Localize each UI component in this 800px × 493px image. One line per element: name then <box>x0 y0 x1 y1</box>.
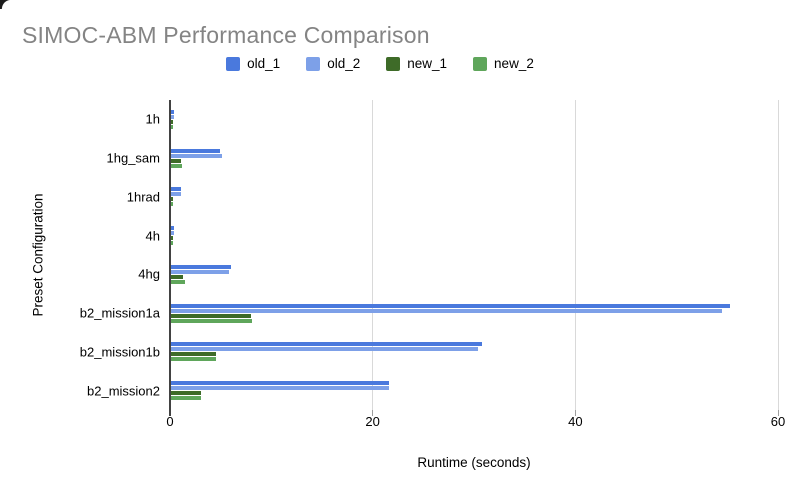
x-tick-label-0: 0 <box>166 414 174 429</box>
bar-old_2-b2_mission1a <box>171 308 723 313</box>
category-label-b2_mission2: b2_mission2 <box>87 383 160 399</box>
bar-old_2-1hrad <box>171 192 182 197</box>
bar-new_2-b2_mission2 <box>171 396 202 401</box>
category-label-1h: 1h <box>145 111 160 127</box>
bar-old_2-b2_mission1b <box>171 347 479 352</box>
bar-new_2-b2_mission1a <box>171 318 253 323</box>
tick-mark-20 <box>372 410 374 416</box>
category-label-4h: 4h <box>145 228 160 244</box>
legend-swatch-new_2 <box>473 56 488 71</box>
y-axis-line <box>169 100 171 416</box>
tick-mark-60 <box>777 410 779 416</box>
bar-new_2-1hrad <box>171 202 174 207</box>
bar-new_1-4hg <box>171 274 184 279</box>
bar-new_2-1h <box>171 124 173 129</box>
legend-label-new_2: new_2 <box>494 56 534 71</box>
bar-old_1-1h <box>171 109 175 114</box>
bar-new_1-1hrad <box>171 197 174 202</box>
category-label-4hg: 4hg <box>138 266 160 282</box>
category-label-1hg_sam: 1hg_sam <box>106 150 160 166</box>
bar-new_1-b2_mission1a <box>171 313 252 318</box>
gridline-20 <box>372 100 374 410</box>
chart-legend: old_1 old_2 new_1 new_2 <box>0 56 760 71</box>
legend-swatch-old_1 <box>226 56 241 71</box>
bar-new_1-b2_mission2 <box>171 391 202 396</box>
bar-old_1-b2_mission1a <box>171 303 731 308</box>
window-corner-artifact <box>0 0 11 9</box>
legend-item-old_1: old_1 <box>226 56 280 71</box>
tick-mark-40 <box>574 410 576 416</box>
bar-old_1-4hg <box>171 264 231 269</box>
category-label-b2_mission1b: b2_mission1b <box>79 344 160 360</box>
x-tick-label-20: 20 <box>365 414 380 429</box>
legend-label-old_1: old_1 <box>247 56 281 71</box>
bar-old_2-1hg_sam <box>171 153 222 158</box>
bar-old_1-b2_mission2 <box>171 381 389 386</box>
category-label-1hrad: 1hrad <box>126 189 160 205</box>
bar-old_2-1h <box>171 114 175 119</box>
bar-new_2-1hg_sam <box>171 163 183 168</box>
gridline-40 <box>574 100 576 410</box>
bar-new_2-4h <box>171 241 173 246</box>
legend-item-new_1: new_1 <box>386 56 447 71</box>
bar-old_2-b2_mission2 <box>171 386 389 391</box>
gridline-60 <box>777 100 779 410</box>
legend-item-new_2: new_2 <box>473 56 534 71</box>
bar-old_1-1hrad <box>171 187 182 192</box>
category-label-b2_mission1a: b2_mission1a <box>79 305 160 321</box>
bar-new_1-1h <box>171 119 173 124</box>
bar-old_2-4hg <box>171 269 229 274</box>
legend-label-old_2: old_2 <box>327 56 361 71</box>
x-tick-label-40: 40 <box>568 414 583 429</box>
bar-new_2-4hg <box>171 279 186 284</box>
legend-label-new_1: new_1 <box>407 56 448 71</box>
x-axis-title: Runtime (seconds) <box>417 455 531 470</box>
legend-swatch-old_2 <box>306 56 321 71</box>
chart-title: SIMOC-ABM Performance Comparison <box>22 22 430 48</box>
bar-new_1-b2_mission1b <box>171 352 216 357</box>
plot-area <box>170 100 778 410</box>
bar-new_1-4h <box>171 236 173 241</box>
bar-new_1-1hg_sam <box>171 158 182 163</box>
legend-swatch-new_1 <box>386 56 401 71</box>
bar-old_2-4h <box>171 231 175 236</box>
y-axis-title: Preset Configuration <box>30 193 46 317</box>
legend-item-old_2: old_2 <box>306 56 360 71</box>
bar-old_1-b2_mission1b <box>171 342 483 347</box>
x-tick-label-60: 60 <box>770 414 786 429</box>
bar-new_2-b2_mission1b <box>171 357 216 362</box>
bar-old_1-4h <box>171 226 175 231</box>
bar-old_1-1hg_sam <box>171 148 220 153</box>
